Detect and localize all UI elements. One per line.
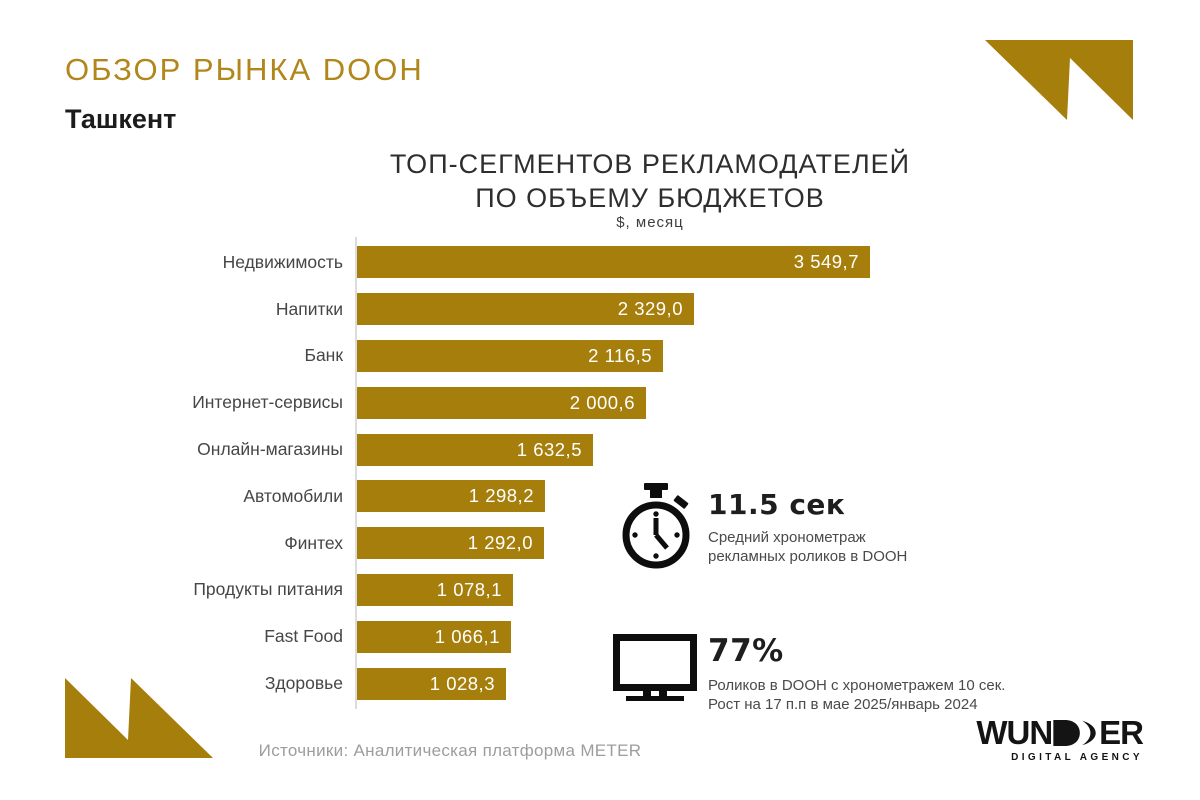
- bar-track: 3 549,7: [357, 246, 870, 279]
- bar-track: 1 292,0: [357, 527, 544, 560]
- bar: 1 292,0: [357, 527, 544, 560]
- bar-category-label: Интернет-сервисы: [192, 392, 343, 413]
- bar: 3 549,7: [357, 246, 870, 279]
- page-title: ОБЗОР РЫНКА DOOH: [65, 52, 424, 87]
- bar: 1 298,2: [357, 480, 545, 513]
- bar-row: Недвижимость 3 549,7: [65, 239, 870, 286]
- bar-category-label: Банк: [304, 345, 343, 366]
- bar-row: Fast Food 1 066,1: [65, 613, 870, 660]
- stat-avg-duration-value: 11.5 сек: [708, 488, 846, 521]
- bar-value-label: 2 116,5: [588, 344, 652, 366]
- bar-value-label: 1 292,0: [467, 532, 533, 554]
- chart-title-line2: ПО ОБЪЕМУ БЮДЖЕТОВ: [475, 183, 825, 213]
- wunder-logo-wordmark: WUN ER: [976, 714, 1144, 751]
- chart-unit-label: $, месяц: [616, 214, 684, 231]
- wunder-logo-part2: ER: [1099, 714, 1144, 751]
- stat-share-10sec-desc: Роликов в DOOH с хронометражем 10 сек. Р…: [708, 677, 1006, 713]
- stat-share-10sec: 77% Роликов в DOOH с хронометражем 10 се…: [708, 633, 1005, 714]
- chart-axis-line: [355, 237, 357, 709]
- bar-row: Автомобили 1 298,2: [65, 473, 870, 520]
- wunder-logo-subtext: DIGITAL AGENCY: [1011, 752, 1143, 763]
- bar-value-label: 1 066,1: [434, 625, 500, 647]
- bar-category-label: Здоровье: [264, 673, 343, 694]
- bar-row: Финтех 1 292,0: [65, 520, 870, 567]
- bar-row: Здоровье 1 028,3: [65, 660, 870, 707]
- bar-track: 1 298,2: [357, 480, 545, 513]
- corner-mark-bottom-left-icon: [65, 678, 213, 758]
- stat-share-10sec-value: 77%: [708, 633, 784, 669]
- bar-category-label: Недвижимость: [222, 251, 343, 272]
- stopwatch-icon: [622, 483, 690, 569]
- bar: 2 329,0: [357, 293, 694, 326]
- bar-track: 2 116,5: [357, 339, 663, 372]
- bar-value-label: 1 298,2: [468, 485, 534, 507]
- wunder-dd-ligature-icon: [1053, 719, 1096, 746]
- bar-track: 2 000,6: [357, 386, 646, 419]
- bar: 2 000,6: [357, 386, 646, 419]
- wunder-logo: WUN ER DIGITAL AGENCY: [976, 714, 1144, 763]
- bar: 1 066,1: [357, 620, 511, 653]
- bar-track: 1 066,1: [357, 620, 511, 653]
- bar-chart: Недвижимость 3 549,7 Напитки 2 329,0 Банк 2 1…: [65, 239, 870, 707]
- bar-value-label: 1 632,5: [516, 438, 582, 460]
- monitor-icon: [613, 634, 697, 701]
- bar-value-label: 1 028,3: [429, 672, 495, 694]
- chart-title-line1: ТОП-СЕГМЕНТОВ РЕКЛАМОДАТЕЛЕЙ: [389, 149, 911, 179]
- bar-row: Продукты питания 1 078,1: [65, 567, 870, 614]
- chart-title: ТОП-СЕГМЕНТОВ РЕКЛАМОДАТЕЛЕЙ ПО ОБЪЕМУ Б…: [300, 147, 1000, 215]
- bar-category-label: Продукты питания: [193, 579, 343, 600]
- stat-avg-duration: 11.5 сек Средний хронометраж рекламных р…: [708, 488, 907, 566]
- bar-track: 1 632,5: [357, 433, 593, 466]
- bar-value-label: 1 078,1: [436, 578, 502, 600]
- bar-category-label: Автомобили: [243, 485, 343, 506]
- wunder-logo-part1: WUN: [976, 714, 1053, 751]
- bar: 1 028,3: [357, 667, 506, 700]
- bar-track: 2 329,0: [357, 293, 694, 326]
- bar-row: Банк 2 116,5: [65, 333, 870, 380]
- bar: 1 632,5: [357, 433, 593, 466]
- bar-value-label: 3 549,7: [793, 251, 859, 273]
- bar-category-label: Финтех: [284, 532, 343, 553]
- source-note: Источники: Аналитическая платформа METER: [258, 741, 642, 760]
- stat-avg-duration-desc: Средний хронометраж рекламных роликов в …: [708, 529, 908, 565]
- bar-category-label: Fast Food: [264, 626, 343, 647]
- bar-row: Напитки 2 329,0: [65, 286, 870, 333]
- bar-row: Онлайн-магазины 1 632,5: [65, 426, 870, 473]
- bar: 1 078,1: [357, 573, 513, 606]
- bar-row: Интернет-сервисы 2 000,6: [65, 379, 870, 426]
- bar: 2 116,5: [357, 339, 663, 372]
- bar-track: 1 028,3: [357, 667, 506, 700]
- corner-mark-top-right-icon: [985, 40, 1133, 120]
- bar-category-label: Онлайн-магазины: [197, 439, 343, 460]
- bar-category-label: Напитки: [275, 298, 343, 319]
- page-subtitle-city: Ташкент: [65, 104, 177, 134]
- bar-value-label: 2 000,6: [569, 391, 635, 413]
- bar-value-label: 2 329,0: [617, 298, 683, 320]
- bar-track: 1 078,1: [357, 573, 513, 606]
